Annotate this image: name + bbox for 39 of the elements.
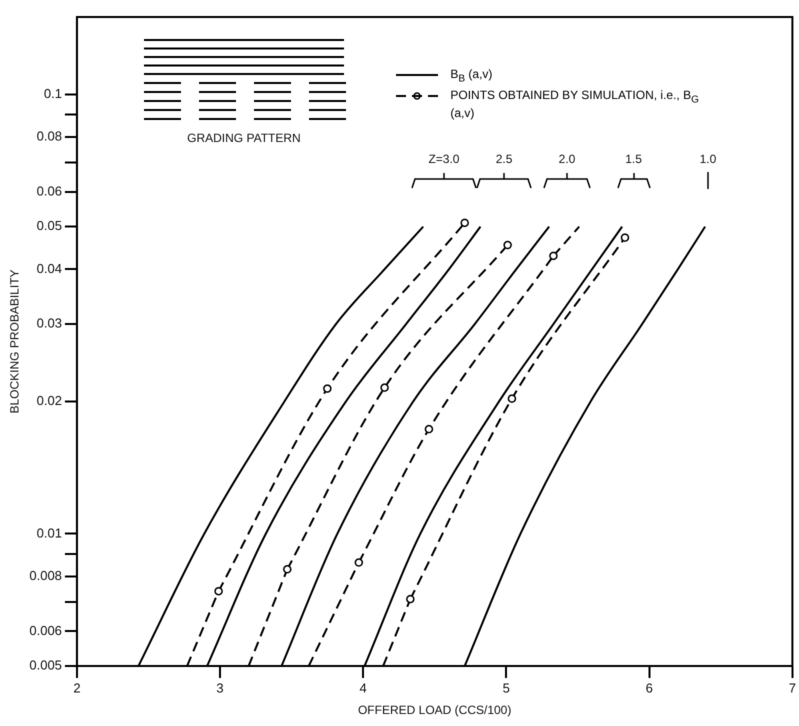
- point: [503, 240, 512, 250]
- point: [460, 218, 469, 228]
- annotation: GRADING PATTERN: [186, 131, 302, 145]
- point: [323, 384, 332, 393]
- x-tick-label: 7: [788, 680, 796, 696]
- point: [508, 394, 516, 403]
- annotation: 2.5: [494, 152, 514, 166]
- y-tick-label: 0.005: [29, 658, 62, 673]
- x-tick-label: 2: [73, 680, 81, 696]
- annotation: 2.0: [558, 152, 576, 166]
- annotation: 1.5: [624, 152, 643, 166]
- x-axis-title: OFFERED LOAD (CCS/100): [358, 703, 512, 718]
- y-tick-label: 0.06: [36, 183, 62, 198]
- y-tick-label: 0.05: [36, 218, 62, 234]
- y-tick-label: 0.1: [44, 86, 62, 101]
- y-tick-label: 0.02: [36, 393, 62, 408]
- point: [214, 586, 223, 596]
- x-tick-label: 3: [216, 680, 224, 696]
- point: [380, 383, 389, 392]
- y-tick-label: 0.08: [36, 128, 62, 144]
- point: [620, 233, 630, 242]
- point: [424, 424, 434, 434]
- y-tick-label: 0.008: [29, 568, 62, 583]
- x-tick-label: 4: [359, 680, 367, 696]
- annotation: Z=3.0: [427, 152, 460, 166]
- point: [406, 594, 415, 604]
- point: [283, 565, 292, 574]
- point: [549, 252, 558, 260]
- y-tick-label: 0.01: [36, 525, 62, 540]
- y-axis-title: BLOCKING PROBABILITY: [8, 269, 22, 414]
- legend-label: B$_{B}$ (a,v): [450, 67, 492, 84]
- x-tick-label: 5: [502, 680, 510, 696]
- y-tick-label: 0.04: [36, 260, 62, 276]
- y-tick-label: 0.006: [29, 622, 62, 638]
- annotation: 1.0: [698, 152, 718, 166]
- x-tick-label: 6: [646, 680, 653, 696]
- y-tick-label: 0.03: [36, 316, 62, 331]
- text: POINTS OBTAINED BY SIMULATION, i.e., B$_{G}$ (a,v): [450, 88, 699, 120]
- point: [354, 558, 364, 567]
